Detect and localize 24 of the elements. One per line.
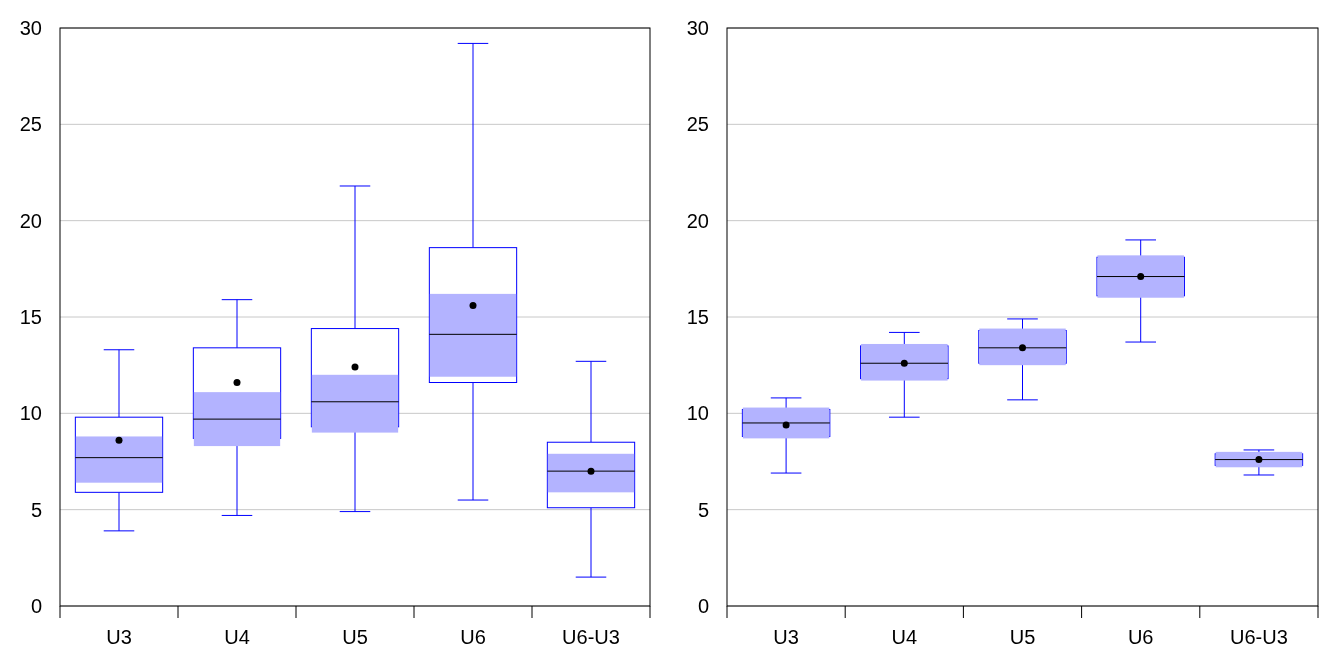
x-tick-label: U5: [342, 626, 368, 648]
x-tick-label: U3: [773, 626, 799, 648]
y-tick-label: 0: [30, 595, 42, 617]
x-tick-label: U6-U3: [562, 626, 620, 648]
y-tick-label: 10: [686, 402, 709, 425]
y-tick-label: 30: [686, 17, 709, 39]
x-tick-label: U5: [1009, 626, 1036, 648]
y-tick-label: 15: [19, 306, 42, 328]
y-tick-label: 0: [697, 595, 709, 617]
y-tick-label: 5: [30, 498, 42, 521]
y-tick-label: 15: [686, 306, 709, 328]
y-tick-label: 5: [697, 498, 709, 521]
y-tick-label: 25: [686, 113, 709, 136]
x-tick-label: U4: [224, 626, 250, 648]
x-tick-label: U6: [460, 626, 486, 648]
x-tick-label: U6-U3: [1230, 626, 1288, 648]
x-tick-label: U4: [891, 626, 918, 648]
y-tick-label: 20: [686, 209, 709, 232]
x-tick-label: U3: [106, 626, 132, 648]
y-tick-label: 30: [19, 17, 42, 39]
x-tick-label: U6: [1127, 626, 1154, 648]
y-tick-label: 20: [19, 209, 42, 232]
y-tick-label: 25: [19, 113, 42, 136]
y-tick-label: 10: [19, 402, 42, 425]
